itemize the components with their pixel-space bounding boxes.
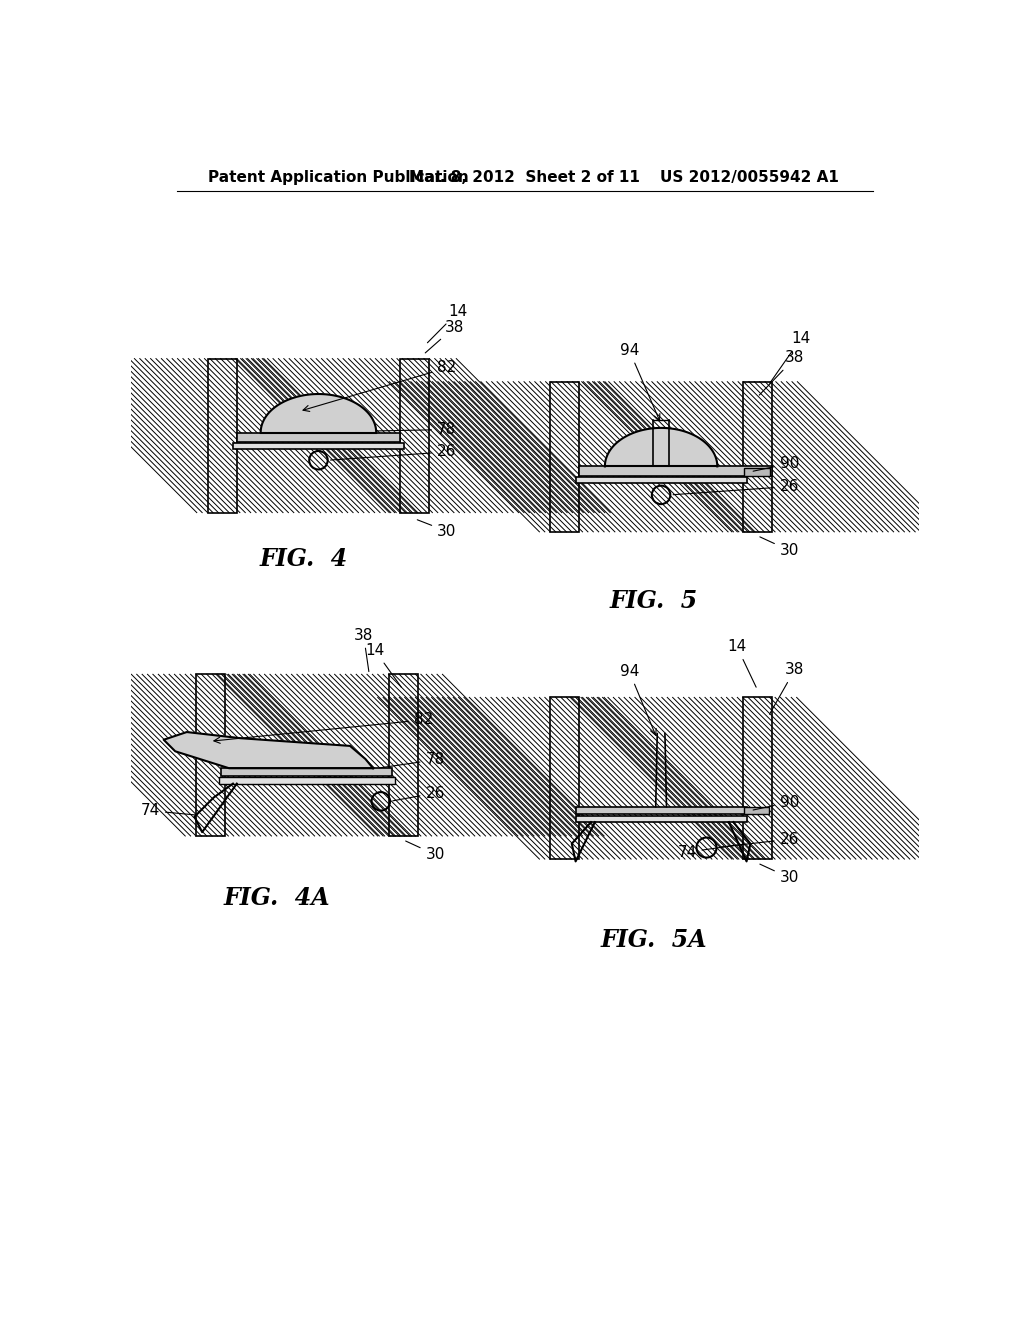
Text: US 2012/0055942 A1: US 2012/0055942 A1 (660, 170, 839, 185)
Bar (575, 816, 746, 822)
Text: 78: 78 (380, 752, 444, 768)
Text: FIG.  4A: FIG. 4A (223, 886, 330, 909)
Text: 78: 78 (377, 422, 457, 437)
Polygon shape (605, 428, 717, 466)
Bar (575, 807, 746, 814)
Text: 74: 74 (677, 843, 743, 859)
Bar (196, 675, 225, 836)
Text: FIG.  4: FIG. 4 (260, 546, 348, 570)
Text: 38: 38 (425, 319, 464, 352)
Bar (208, 359, 237, 512)
Bar (580, 466, 772, 475)
Text: 14: 14 (427, 304, 468, 343)
Text: 94: 94 (620, 664, 656, 735)
Bar (742, 697, 772, 859)
Bar (233, 444, 403, 449)
Bar (237, 433, 400, 442)
Text: 26: 26 (393, 785, 444, 801)
Bar (221, 768, 392, 776)
Bar (550, 697, 580, 859)
Text: 26: 26 (673, 479, 799, 495)
Text: Patent Application Publication: Patent Application Publication (208, 170, 468, 185)
Text: 14: 14 (727, 639, 756, 688)
Bar (744, 807, 769, 814)
Text: 90: 90 (753, 455, 799, 471)
Bar (219, 777, 394, 784)
Text: 30: 30 (760, 537, 799, 558)
Bar (388, 675, 418, 836)
Bar (742, 381, 772, 532)
Text: 14: 14 (366, 643, 401, 688)
Text: Mar. 8, 2012  Sheet 2 of 11: Mar. 8, 2012 Sheet 2 of 11 (410, 170, 640, 185)
Text: 38: 38 (769, 663, 805, 714)
Text: 26: 26 (331, 445, 457, 461)
Text: 90: 90 (753, 795, 799, 810)
Bar (744, 469, 770, 475)
Text: 82: 82 (303, 360, 457, 412)
Bar (400, 359, 429, 512)
Text: 30: 30 (406, 841, 444, 862)
Text: 38: 38 (354, 627, 373, 672)
Text: 82: 82 (214, 713, 433, 743)
Text: 30: 30 (417, 520, 457, 539)
Text: FIG.  5A: FIG. 5A (601, 928, 708, 952)
Bar (575, 478, 746, 483)
Text: 30: 30 (760, 865, 799, 886)
Polygon shape (164, 733, 373, 768)
Text: 94: 94 (620, 343, 659, 420)
Text: FIG.  5: FIG. 5 (610, 589, 698, 614)
Bar (550, 381, 580, 532)
Text: 38: 38 (759, 350, 805, 395)
Text: 14: 14 (770, 331, 810, 383)
Text: 74: 74 (140, 803, 196, 818)
Text: 26: 26 (719, 832, 799, 847)
Polygon shape (261, 395, 376, 433)
